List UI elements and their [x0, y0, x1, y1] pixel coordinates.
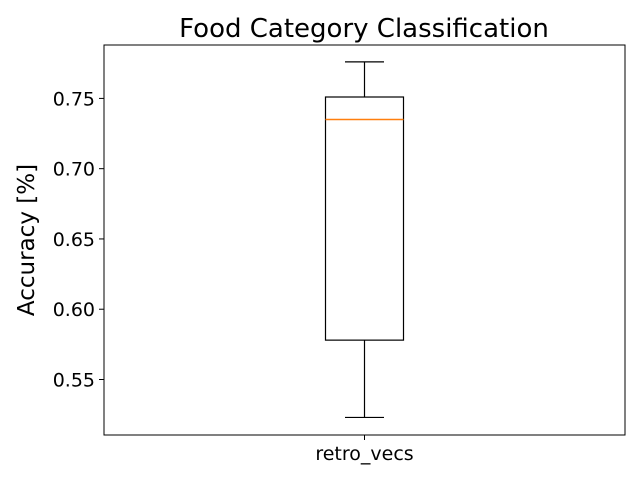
y-tick-label: 0.65 [53, 229, 95, 251]
plot-area: 0.55 0.60 0.65 0.70 0.75 retro_vecs [53, 44, 626, 465]
box-iqr [324, 96, 405, 341]
chart-title: Food Category Classification [179, 14, 549, 44]
x-tick-label: retro_vecs [315, 443, 413, 465]
y-tick-label: 0.75 [53, 88, 95, 110]
y-tick-label: 0.60 [53, 299, 95, 321]
y-tick-label: 0.70 [53, 159, 95, 181]
y-axis-label: Accuracy [%] [14, 164, 40, 316]
y-tick-label: 0.55 [53, 369, 95, 391]
